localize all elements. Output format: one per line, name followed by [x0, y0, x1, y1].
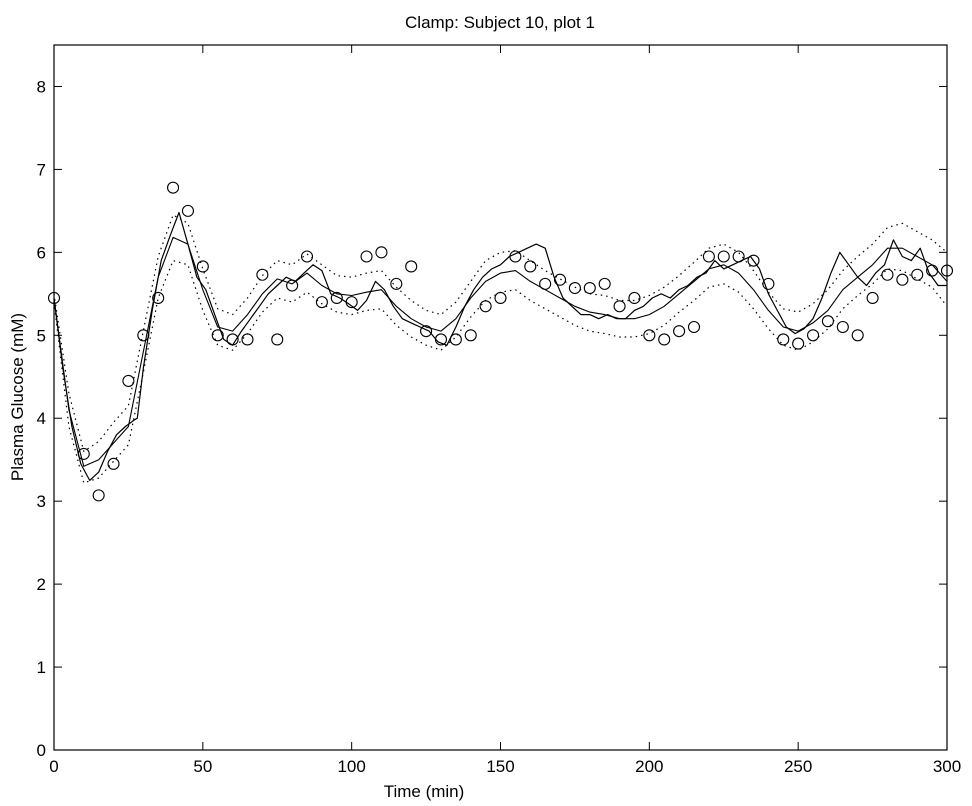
observed-glucose-point	[658, 333, 671, 346]
x-tick-label: 50	[193, 757, 212, 776]
x-tick-label: 300	[933, 757, 961, 776]
observed-glucose-point	[896, 273, 909, 286]
observed-glucose-point	[390, 277, 403, 290]
observed-glucose-point	[196, 260, 209, 273]
plot-frame	[53, 44, 948, 751]
observed-glucose-point	[628, 291, 641, 305]
observed-glucose-point	[866, 291, 879, 305]
observed-glucose-point	[717, 250, 730, 263]
observed-glucose-point	[598, 277, 611, 290]
observed-glucose-point	[181, 204, 194, 217]
x-tick-label: 250	[784, 757, 812, 776]
x-tick-label: 100	[337, 757, 365, 776]
y-tick-label: 6	[37, 243, 46, 262]
observed-glucose-point	[315, 296, 328, 309]
y-tick-label: 4	[37, 409, 46, 428]
observed-glucose-point	[122, 374, 135, 387]
observed-glucose-point	[464, 329, 477, 342]
observed-glucose-point	[420, 325, 433, 338]
observed-glucose-point	[107, 457, 120, 470]
y-tick-label: 0	[37, 741, 46, 760]
observed-glucose-point	[911, 268, 924, 281]
observed-glucose-point	[613, 300, 626, 313]
observed-glucose-point	[256, 268, 269, 281]
observed-glucose-point	[330, 291, 343, 305]
observed-glucose-point	[271, 333, 284, 346]
observed-glucose-point	[881, 268, 894, 281]
y-tick-label: 7	[37, 160, 46, 179]
mean-estimate-line	[53, 236, 948, 467]
y-tick-label: 1	[37, 658, 46, 677]
observed-glucose-point	[702, 250, 715, 263]
lower-bound-line	[53, 260, 948, 484]
observed-glucose-point	[375, 246, 388, 259]
observed-glucose-point	[360, 250, 373, 263]
observed-glucose-point	[167, 181, 180, 194]
data-layer	[47, 181, 954, 502]
y-tick-label: 2	[37, 575, 46, 594]
y-axis-title: Plasma Glucose (mM)	[8, 313, 27, 481]
observed-glucose-point	[524, 260, 537, 273]
observed-glucose-point	[747, 254, 760, 267]
observed-glucose-point	[92, 489, 105, 502]
observed-glucose-point	[643, 329, 656, 342]
x-tick-label: 0	[49, 757, 58, 776]
observed-glucose-point	[777, 333, 790, 346]
y-tick-label: 8	[37, 77, 46, 96]
x-tick-label: 150	[486, 757, 514, 776]
observed-glucose-point	[583, 281, 596, 295]
tick-layer: 0 50 100 150 200 250 300 0 1 2 3 4 5 6 7 8	[37, 45, 961, 776]
observed-glucose-point	[152, 291, 165, 305]
y-tick-label: 5	[37, 326, 46, 345]
observed-glucose-point	[673, 325, 686, 338]
x-tick-label: 200	[635, 757, 663, 776]
observed-glucose-point	[211, 329, 224, 342]
x-axis-title: Time (min)	[384, 782, 465, 801]
observed-glucose-point	[792, 337, 805, 350]
observed-glucose-point	[836, 320, 849, 334]
observed-glucose-point	[300, 250, 314, 263]
observed-glucose-point	[687, 320, 701, 334]
observed-glucose-point	[806, 329, 820, 342]
chart-title: Clamp: Subject 10, plot 1	[405, 13, 595, 32]
observed-glucose-point	[851, 329, 864, 342]
y-tick-label: 3	[37, 492, 46, 511]
observed-glucose-point	[405, 260, 418, 273]
simulated-trace-line	[53, 211, 947, 481]
observed-glucose-point	[568, 281, 581, 295]
